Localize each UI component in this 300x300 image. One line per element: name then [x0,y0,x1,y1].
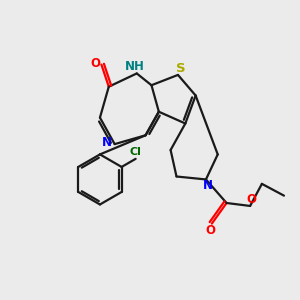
Text: Cl: Cl [130,147,142,158]
Text: S: S [176,62,185,75]
Text: O: O [206,224,215,237]
Text: NH: NH [125,61,145,74]
Text: O: O [247,193,256,206]
Text: N: N [202,179,212,192]
Text: O: O [91,57,100,70]
Text: N: N [101,136,111,149]
